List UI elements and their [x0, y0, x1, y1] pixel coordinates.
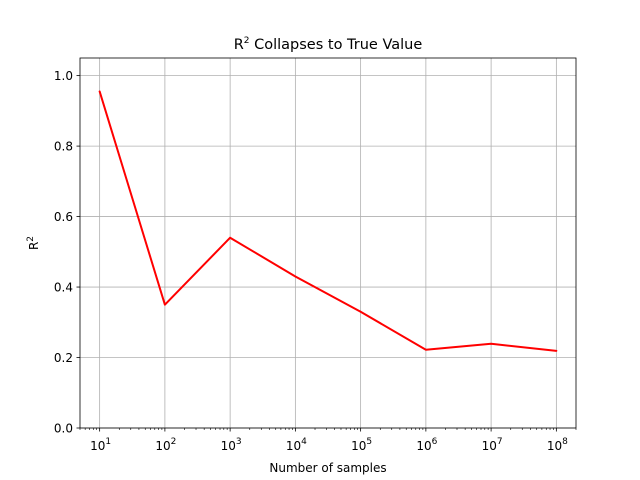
axis-ticks: 101 102 103 104 105 106 107 108 0.0 0.2 0.4 0.6 0.8 1… — [54, 69, 577, 453]
x-tick-label: 105 — [351, 437, 372, 453]
x-tick-label: 107 — [482, 437, 503, 453]
series-layer — [98, 90, 558, 352]
y-tick-label: 0.2 — [54, 351, 73, 365]
x-tick-label: 101 — [90, 437, 111, 453]
y-tick-label: 0.6 — [54, 210, 73, 224]
y-axis-label: R2 — [26, 236, 41, 250]
x-tick-label: 103 — [221, 437, 242, 453]
series-line — [98, 90, 558, 352]
y-tick-label: 0.0 — [54, 422, 73, 436]
x-tick-label: 108 — [547, 437, 568, 453]
grid — [80, 58, 576, 429]
chart-title: R2 Collapses to True Value — [234, 36, 423, 53]
plot-frame — [79, 57, 577, 429]
y-tick-label: 0.8 — [54, 140, 73, 154]
x-tick-label: 106 — [416, 437, 437, 453]
y-tick-label: 1.0 — [54, 69, 73, 83]
x-tick-label: 104 — [286, 437, 307, 453]
x-tick-label: 102 — [155, 437, 176, 453]
y-tick-label: 0.4 — [54, 281, 73, 295]
x-axis-label: Number of samples — [269, 461, 386, 475]
